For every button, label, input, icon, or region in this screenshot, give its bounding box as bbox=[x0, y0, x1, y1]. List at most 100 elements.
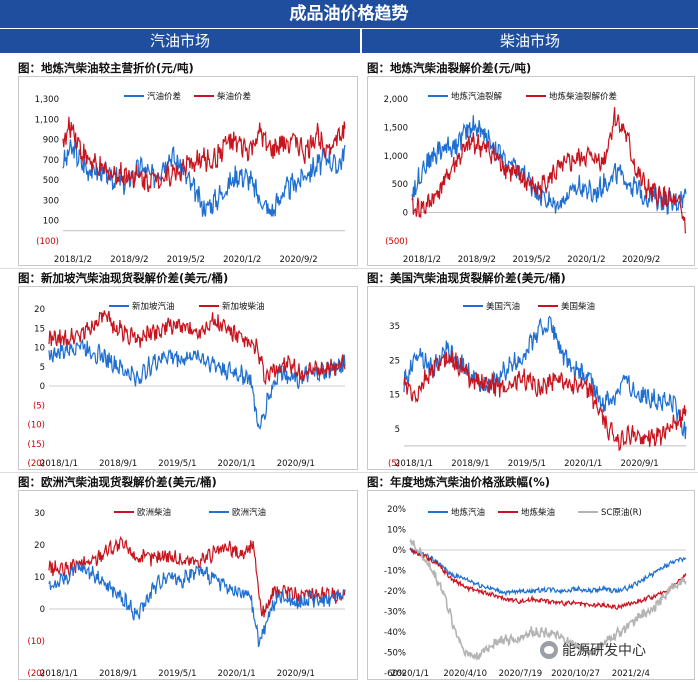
x-tick-label: 2020/7/19 bbox=[499, 669, 543, 679]
y-tick-label: (500) bbox=[385, 237, 408, 247]
x-tick-label: 2018/9/2 bbox=[458, 255, 496, 265]
legend-label: 地炼汽油裂解 bbox=[451, 91, 503, 102]
y-tick-label: 500 bbox=[43, 176, 59, 186]
watermark: 能源研发中心 bbox=[540, 640, 646, 660]
series-line-1 bbox=[403, 350, 687, 452]
x-tick-label: 2020/1/2 bbox=[567, 255, 605, 265]
legend-label: 美国汽油 bbox=[486, 301, 520, 312]
y-tick-label: 35 bbox=[389, 322, 400, 332]
x-tick-label: 2020/1/1 bbox=[218, 459, 256, 469]
y-tick-label: (5) bbox=[33, 401, 45, 411]
x-tick-label: 2020/4/10 bbox=[443, 669, 487, 679]
chart-svg: 1,300 1,100 900 700 500 300 100 (100) 2018/1/2 20… bbox=[35, 91, 346, 265]
y-tick-label: (10) bbox=[28, 421, 45, 431]
y-tick-label: 0 bbox=[40, 605, 45, 615]
series-line-0 bbox=[48, 535, 346, 618]
x-tick-label: 2018/9/1 bbox=[99, 669, 137, 679]
x-tick-label: 2019/5/1 bbox=[508, 459, 546, 469]
legend-label: 地炼汽油 bbox=[451, 507, 485, 518]
x-tick-label: 2018/1/1 bbox=[395, 459, 433, 469]
y-tick-label: -60% bbox=[384, 669, 406, 679]
series-line-1 bbox=[62, 116, 346, 193]
y-tick-label: (20) bbox=[28, 459, 45, 469]
y-tick-label: -40% bbox=[384, 628, 406, 638]
x-tick-label: 2020/9/1 bbox=[277, 459, 315, 469]
chart-title: 图：年度地炼汽柴油价格涨跌幅(%) bbox=[367, 475, 551, 489]
y-tick-label: 300 bbox=[43, 196, 59, 206]
legend-label: 新加坡汽油 bbox=[132, 301, 175, 312]
chart-title: 图：地炼汽柴油裂解价差(元/吨) bbox=[367, 61, 532, 75]
watermark-text: 能源研发中心 bbox=[562, 643, 646, 659]
y-tick-label: (5) bbox=[388, 459, 400, 469]
y-tick-label: 10 bbox=[34, 573, 45, 583]
wechat-icon bbox=[540, 641, 558, 659]
y-tick-label: 20% bbox=[387, 505, 406, 515]
x-tick-label: 2020/10/27 bbox=[551, 669, 600, 679]
legend-label: 汽油价差 bbox=[147, 91, 181, 102]
row-divider bbox=[0, 268, 698, 269]
x-tick-label: 2019/5/1 bbox=[158, 459, 196, 469]
series-line-1 bbox=[48, 310, 346, 385]
chart-svg: 2,000 1,500 1,000 500 0 (500) 2018/1/2 2018/9/2… bbox=[384, 91, 687, 265]
chart-title: 图：美国汽柴油现货裂解价差(美元/桶) bbox=[367, 271, 566, 285]
plot-frame: 35 25 15 5 (5) 2018/1/1 2018/9/1 2019/5/1 2020/1… bbox=[367, 286, 695, 470]
chart-svg: 20 15 10 5 0 (5) (10) (15) (20)2018/1/1 2018/9/1 2… bbox=[28, 301, 346, 469]
x-tick-label: 2020/9/1 bbox=[277, 669, 315, 679]
x-tick-label: 2019/5/1 bbox=[158, 669, 196, 679]
column-divider bbox=[360, 29, 362, 682]
y-tick-label: 1,000 bbox=[384, 152, 408, 162]
chart-svg: 35 25 15 5 (5)2018/1/1 2018/9/1 2019/5/1 2020/1… bbox=[388, 301, 687, 469]
chart-title: 图：新加坡汽柴油现货裂解价差(美元/桶) bbox=[18, 271, 229, 285]
plot-frame: 30 20 10 0 (10) (20) 2018/1/1 2018/9/1 2019/5/1 2… bbox=[18, 490, 358, 680]
y-tick-label: (20) bbox=[28, 669, 45, 679]
y-tick-label: 2,000 bbox=[384, 95, 408, 105]
legend-label: 地炼柴油 bbox=[521, 507, 555, 518]
diesel-section-header: 柴油市场 bbox=[362, 29, 698, 53]
series-line-0 bbox=[409, 546, 687, 597]
gasoline-section-header: 汽油市场 bbox=[0, 29, 360, 53]
y-tick-label: 15 bbox=[389, 391, 400, 401]
y-tick-label: 1,100 bbox=[35, 115, 59, 125]
x-tick-label: 2018/1/2 bbox=[54, 255, 92, 265]
x-tick-label: 2020/9/2 bbox=[280, 255, 318, 265]
legend-label: 柴油价差 bbox=[217, 91, 251, 102]
series-line-1 bbox=[48, 562, 346, 648]
chart-panel-singapore-crack: 图：新加坡汽柴油现货裂解价差(美元/桶) 20 15 10 5 0 (5) (10) (15)… bbox=[18, 270, 358, 470]
legend-label: 欧洲汽油 bbox=[232, 507, 266, 518]
x-tick-label: 2020/9/2 bbox=[622, 255, 660, 265]
y-tick-label: 20 bbox=[34, 305, 45, 315]
x-tick-label: 2020/1/1 bbox=[391, 669, 429, 679]
y-tick-label: 10% bbox=[387, 526, 406, 536]
x-tick-label: 2019/5/2 bbox=[513, 255, 551, 265]
series-line-0 bbox=[403, 315, 687, 440]
chart-svg: 20% 10% 0% -10% -20% -30% -40% -50% -60%2020/1/1… bbox=[384, 505, 687, 679]
series-line-1 bbox=[409, 547, 687, 611]
chart-panel-us-crack: 图：美国汽柴油现货裂解价差(美元/桶) 35 25 15 5 (5) 2018/1/1 20… bbox=[367, 270, 695, 470]
x-tick-label: 2019/5/2 bbox=[167, 255, 205, 265]
chart-title: 图：地炼汽柴油较主营折价(元/吨) bbox=[18, 61, 194, 75]
y-tick-label: -20% bbox=[384, 587, 406, 597]
y-tick-label: 0 bbox=[40, 382, 45, 392]
x-tick-label: 2018/9/1 bbox=[451, 459, 489, 469]
y-tick-label: 500 bbox=[392, 180, 408, 190]
series-line-1 bbox=[411, 107, 687, 234]
y-tick-label: -10% bbox=[384, 567, 406, 577]
chart-panel-europe-crack: 图：欧洲汽柴油现货裂解价差(美元/桶) 30 20 10 0 (10) (20) 2018/… bbox=[18, 474, 358, 680]
plot-frame: 1,300 1,100 900 700 500 300 100 (100) 2018/1/2 20… bbox=[18, 76, 358, 266]
legend-label: SC原油(R) bbox=[601, 507, 642, 518]
y-tick-label: 0 bbox=[403, 209, 408, 219]
chart-title: 图：欧洲汽柴油现货裂解价差(美元/桶) bbox=[18, 475, 217, 489]
x-tick-label: 2018/1/1 bbox=[40, 669, 78, 679]
plot-frame: 20 15 10 5 0 (5) (10) (15) (20) 2018/1/1 2018/9/1 2… bbox=[18, 286, 358, 470]
y-tick-label: -50% bbox=[384, 649, 406, 659]
legend-label: 欧洲柴油 bbox=[137, 507, 171, 518]
x-tick-label: 2021/2/4 bbox=[612, 669, 650, 679]
y-tick-label: 900 bbox=[43, 136, 59, 146]
y-tick-label: 1,300 bbox=[35, 95, 59, 105]
y-tick-label: 20 bbox=[34, 541, 45, 551]
y-tick-label: 100 bbox=[43, 217, 59, 227]
y-tick-label: 700 bbox=[43, 156, 59, 166]
x-tick-label: 2020/1/2 bbox=[223, 255, 261, 265]
x-tick-label: 2020/1/1 bbox=[564, 459, 602, 469]
